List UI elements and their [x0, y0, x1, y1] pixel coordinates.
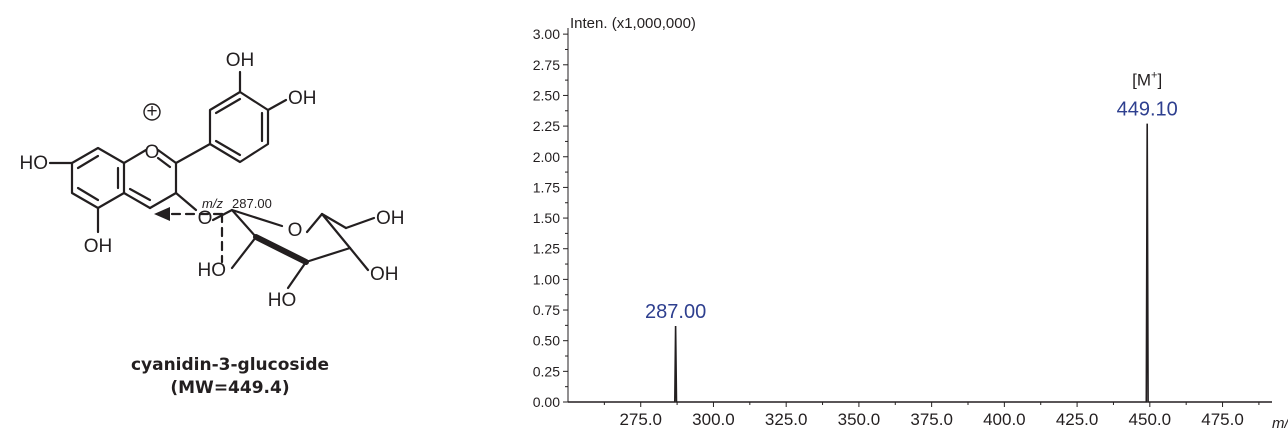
- glucose-c5-c4: [320, 212, 352, 250]
- peak-label: 449.10: [1117, 99, 1178, 121]
- peak-labels: 287.00 449.10 [M+]: [645, 70, 1178, 323]
- cleavage-arrowhead-icon: [154, 207, 170, 221]
- positive-charge-icon: [143, 103, 161, 121]
- y-tick-label: 2.00: [533, 149, 560, 165]
- glucose-c2-ho: [230, 235, 258, 270]
- ion-charge: +: [1151, 70, 1157, 82]
- glucose-o5-c5: [305, 212, 324, 234]
- atom-oh-sugar-right: OH: [370, 264, 399, 285]
- glucose-c3-ho: [286, 260, 308, 290]
- y-tick-label: 0.75: [533, 302, 560, 318]
- atom-ho-sugar-left: HO: [198, 260, 227, 281]
- c3-o-bond: [174, 191, 198, 212]
- atom-oxonium-o: O: [145, 142, 160, 163]
- y-tick-label: 2.25: [533, 118, 560, 134]
- compound-name: cyanidin-3-glucoside: [130, 355, 330, 375]
- x-tick-label: 400.0: [983, 410, 1026, 429]
- fragment-label: m/z 287.00: [202, 193, 272, 212]
- x-tick-label: 300.0: [692, 410, 735, 429]
- glucose-c1-o5: [230, 208, 284, 228]
- a-ring-double-1: [76, 154, 100, 170]
- atom-oh-right: OH: [288, 88, 317, 109]
- glucose-c4-oh: [348, 246, 370, 272]
- molecular-ion-label: [M+]: [1132, 70, 1162, 90]
- a-ring-double-2: [76, 186, 100, 202]
- c-ring-double-c4: [128, 187, 152, 202]
- x-tick-label: 375.0: [910, 410, 953, 429]
- y-tick-label: 2.75: [533, 57, 560, 73]
- atom-glycosidic-o: O: [198, 208, 213, 229]
- y-tick-label: 1.50: [533, 210, 560, 226]
- x-tick-label: 275.0: [619, 410, 662, 429]
- c-ring-bond-c3-c4: [148, 191, 178, 210]
- y-tick-label: 1.25: [533, 241, 560, 257]
- atom-oh-top: OH: [226, 50, 255, 71]
- atom-ho-left: HO: [20, 153, 49, 174]
- y-tick-label: 2.50: [533, 87, 560, 103]
- glucose-c5-c6: [320, 212, 348, 230]
- mass-spectrum-chart: Inten. (x1,000,000) m/z 0.00 0.25 0.50 0.75…: [533, 15, 1288, 432]
- atom-ring-o: O: [288, 220, 303, 241]
- ion-main: [M: [1132, 71, 1151, 90]
- x-tick-label: 475.0: [1201, 410, 1244, 429]
- peak-label: 287.00: [645, 301, 706, 323]
- y-tick-label: 0.00: [533, 394, 560, 410]
- x-tick-label: 325.0: [765, 410, 808, 429]
- glucose-c1-c2: [230, 208, 258, 239]
- atom-oh-bottom: OH: [84, 236, 113, 257]
- y-tick-label: 1.00: [533, 271, 560, 287]
- glucose-c6-oh: [344, 216, 376, 230]
- c2-b-ring-bond: [174, 142, 212, 165]
- atom-oh-ch2: OH: [376, 208, 405, 229]
- y-tick-label: 0.25: [533, 363, 560, 379]
- y-tick-label: 3.00: [533, 26, 560, 42]
- fragment-mz-label: m/z: [202, 196, 223, 211]
- fragment-value: 287.00: [232, 196, 272, 211]
- c-ring-bond-c4-c10: [122, 191, 152, 210]
- glucose-c2-c3-wedge: [253, 234, 309, 265]
- x-tick-label: 425.0: [1056, 410, 1099, 429]
- compound-mw: (MW=449.4): [170, 378, 290, 398]
- c-ring-bond-o-c2: [156, 148, 178, 165]
- b-ring-double-1: [214, 97, 242, 115]
- cyanidin-3-glucoside-structure: + O OH OH HO OH O O OH HO HO OH m/z 287.…: [20, 50, 405, 311]
- axis-ticks: 0.00 0.25 0.50 0.75 1.00 1.25 1.50 1.75 2.00 2.25…: [533, 26, 1260, 429]
- c-ring-bond-o-c9: [122, 148, 148, 165]
- molecule-structure-panel: + O OH OH HO OH O O OH HO HO OH m/z 287.…: [0, 0, 520, 432]
- b-ring-bonds: [208, 90, 270, 164]
- c-ring-double-o: [156, 156, 172, 169]
- x-axis-title: m/z: [1272, 415, 1288, 432]
- y-axis-title: Inten. (x1,000,000): [570, 15, 696, 32]
- atom-ho-sugar-bottom: HO: [268, 290, 297, 311]
- y-tick-label: 1.75: [533, 179, 560, 195]
- spectrum-trace: [568, 123, 1272, 403]
- x-tick-label: 350.0: [838, 410, 881, 429]
- b-ring-oh4-bond: [266, 98, 288, 112]
- ion-close: ]: [1157, 71, 1162, 90]
- b-ring-double-3: [214, 139, 242, 157]
- y-tick-label: 0.50: [533, 333, 560, 349]
- charge-sign: +: [146, 101, 157, 122]
- x-tick-label: 450.0: [1129, 410, 1172, 429]
- glucose-c3-c4: [304, 246, 352, 264]
